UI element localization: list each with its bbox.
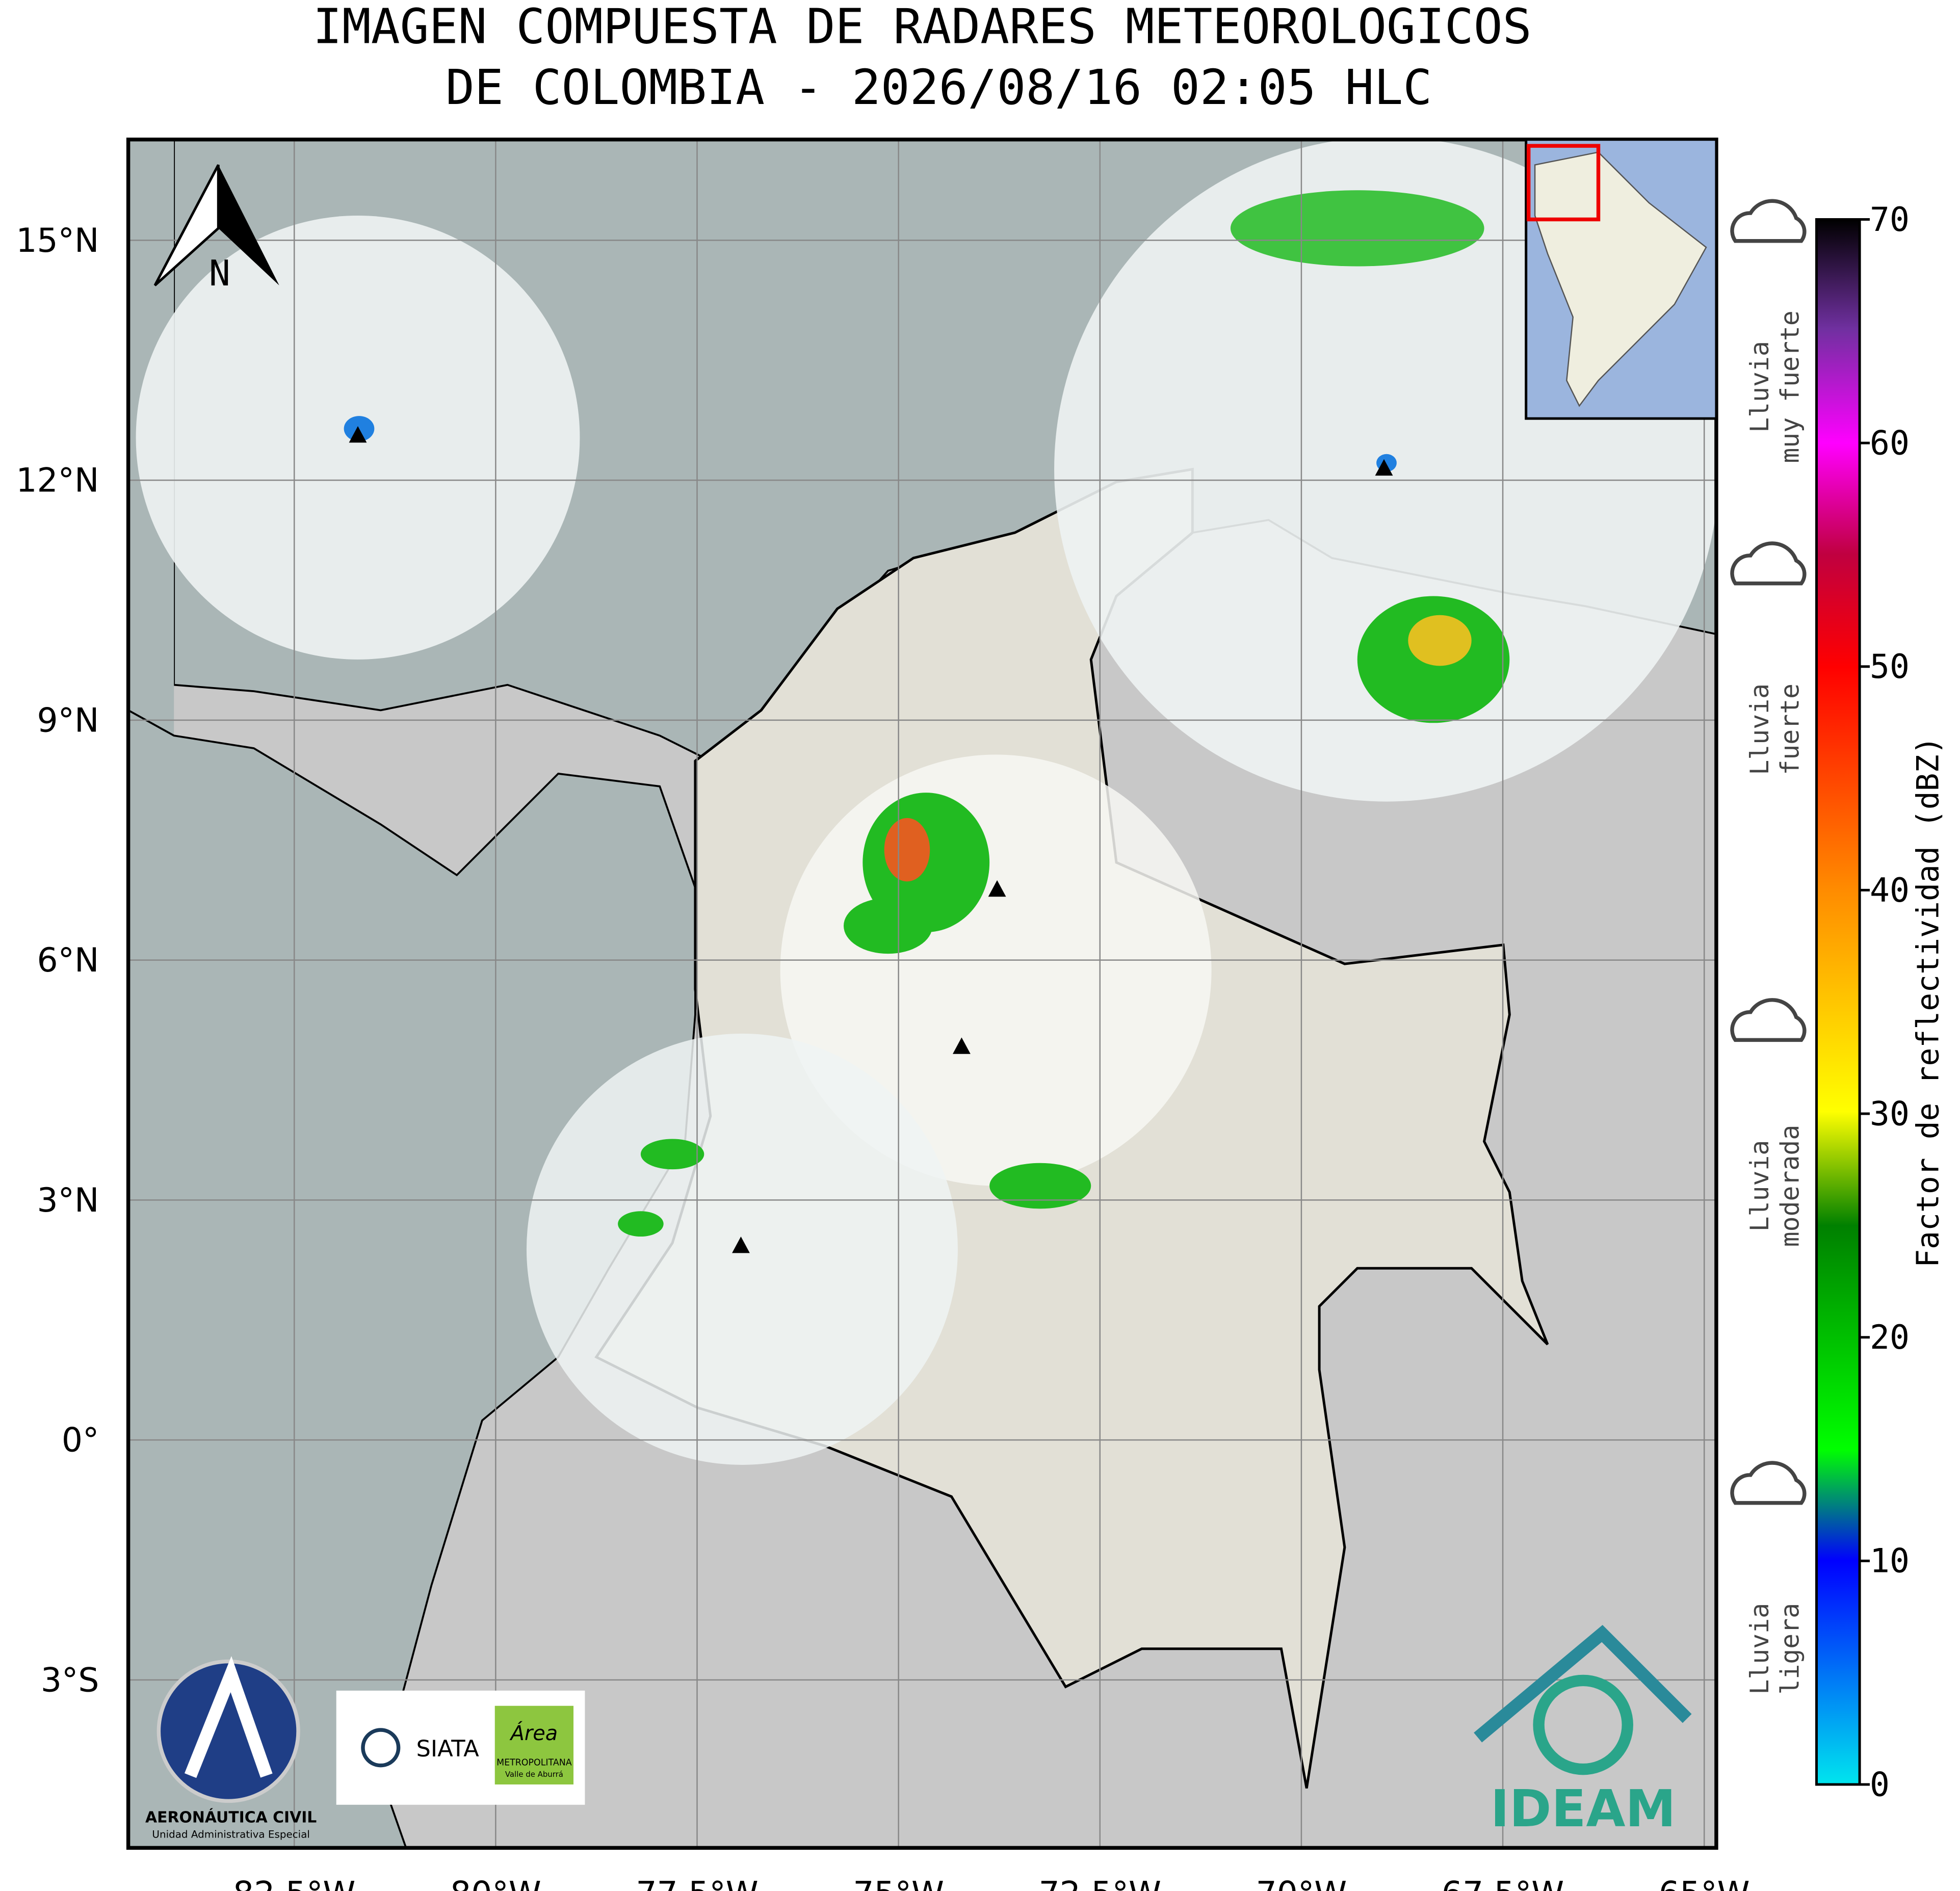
colorbar: [1815, 218, 1861, 1786]
logo-text: METROPOLITANA: [496, 1758, 572, 1768]
colorbar-tick-label: 40: [1870, 872, 1910, 910]
colorbar-label: Factor de reflectividad (dBZ): [1911, 737, 1946, 1268]
rain-level-label: Lluvia: [1745, 684, 1774, 775]
rain-level-label: Lluvia: [1745, 1603, 1774, 1695]
colorbar-tick-label: 50: [1870, 648, 1910, 686]
colorbar-tick-label: 20: [1870, 1319, 1910, 1357]
graticule: [128, 139, 1716, 1848]
rain-level: Lluvia muy fuerte: [1730, 199, 1807, 463]
title-line: DE COLOMBIA - 2026/08/16 02:05 HLC: [446, 60, 1432, 116]
logo-text: IDEAM: [1491, 1780, 1676, 1839]
rain-level: Lluvia fuerte: [1730, 541, 1807, 775]
logo-text: Valle de Aburrá: [505, 1770, 563, 1779]
rain-echoes: [344, 190, 1510, 1237]
cloud-icon: [1730, 998, 1807, 1042]
x-tick-label: 82.5°W: [233, 1875, 355, 1891]
logo-text: Área: [509, 1721, 558, 1745]
y-tick-label: 3°S: [41, 1661, 99, 1699]
rain-level-label: Lluvia: [1745, 341, 1774, 433]
rain-level-label: moderada: [1775, 1125, 1805, 1247]
north-label: N: [209, 253, 230, 294]
rain-level-label: Lluvia: [1745, 1140, 1774, 1232]
y-tick-label: 12°N: [16, 462, 99, 500]
rain-level: Lluvia moderada: [1730, 998, 1807, 1247]
cloud-icon: [1730, 541, 1807, 586]
x-tick-label: 67.5°W: [1442, 1875, 1564, 1891]
radar-sites: [349, 426, 1393, 1253]
x-tick-label: 70°W: [1256, 1875, 1347, 1891]
siata-logo: SIATA Área METROPOLITANA Valle de Aburrá: [336, 1690, 585, 1805]
x-tick-label: 65°W: [1659, 1875, 1750, 1891]
cloud-icon: [1730, 1461, 1807, 1505]
rain-level-label: ligera: [1775, 1603, 1805, 1695]
colorbar-tick-label: 10: [1870, 1542, 1910, 1581]
aerocivil-logo: AERONÁUTICA CIVIL Unidad Administrativa …: [145, 1656, 317, 1840]
y-tick-label: 9°N: [37, 701, 99, 740]
cloud-icon: [1730, 199, 1807, 243]
title-line: IMAGEN COMPUESTA DE RADARES METEOROLOGIC…: [313, 0, 1532, 55]
ideam-logo: IDEAM: [1474, 1625, 1692, 1839]
logo-text: AERONÁUTICA CIVIL: [145, 1808, 317, 1827]
x-tick-label: 75°W: [853, 1875, 944, 1891]
inset-map: [1525, 138, 1718, 420]
y-tick-label: 3°N: [37, 1181, 99, 1220]
rain-level-label: fuerte: [1775, 684, 1805, 775]
rain-level: Lluvia ligera: [1730, 1461, 1807, 1695]
logo-text: SIATA: [416, 1735, 479, 1762]
map-frame: [126, 137, 1718, 1850]
x-tick-label: 80°W: [450, 1875, 541, 1891]
colorbar-tick-label: 30: [1870, 1095, 1910, 1133]
y-tick-label: 0°: [62, 1422, 99, 1460]
rain-level-label: muy fuerte: [1775, 310, 1805, 463]
y-tick-label: 15°N: [16, 222, 99, 260]
x-tick-label: 77.5°W: [636, 1875, 758, 1891]
colorbar-tick-label: 0: [1870, 1766, 1890, 1804]
colorbar-tick-label: 60: [1870, 425, 1910, 463]
x-tick-label: 72.5°W: [1039, 1875, 1161, 1891]
logo-text: Unidad Administrativa Especial: [152, 1828, 309, 1840]
map-area: [128, 139, 1716, 1848]
y-tick-label: 6°N: [37, 941, 99, 980]
colorbar-tick-label: 70: [1870, 201, 1910, 239]
